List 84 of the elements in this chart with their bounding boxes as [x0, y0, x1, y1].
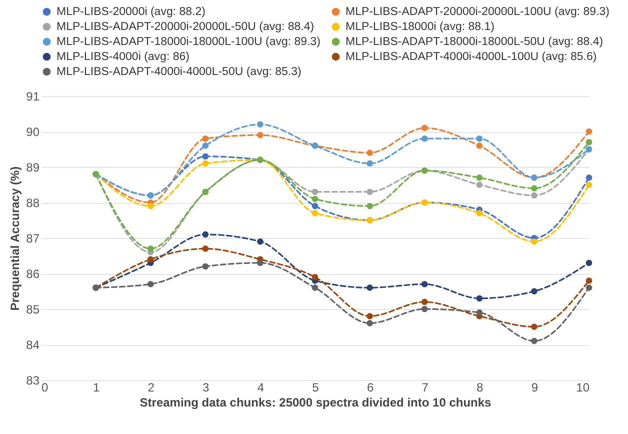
y-tick-label: 89 [26, 160, 40, 174]
point [586, 277, 592, 284]
point [366, 320, 373, 326]
point [586, 128, 592, 135]
point [586, 284, 592, 291]
point [147, 202, 154, 210]
point [586, 174, 592, 181]
legend-label: MLP-LIBS-4000i (avg: 86) [56, 50, 190, 63]
point [421, 124, 428, 132]
point [312, 284, 318, 291]
x-tick-label: 9 [531, 380, 538, 394]
y-tick-label: 88 [26, 196, 40, 210]
point [476, 174, 483, 181]
legend-label: MLP-LIBS-ADAPT-18000i-18000L-100U (avg: 89.3) [56, 36, 321, 48]
point [366, 160, 373, 167]
point [366, 284, 373, 291]
x-tick-label: 2 [148, 380, 155, 394]
x-tick-label: 10 [576, 380, 590, 394]
point [202, 245, 209, 252]
point [366, 188, 373, 196]
y-tick-label: 84 [26, 338, 40, 352]
point [366, 312, 373, 320]
point [202, 153, 209, 160]
x-axis-title: Streaming data chunks: 25000 spectra divided into 10 chunks [140, 396, 492, 410]
point [476, 142, 483, 149]
point [476, 182, 483, 188]
point [257, 121, 264, 128]
point [257, 260, 264, 266]
x-tick-label: 0 [42, 380, 48, 394]
legend-label: MLP-LIBS-ADAPT-4000i-4000L-100U (avg: 85.6) [346, 50, 597, 63]
legend-label: MLP-LIBS-20000i (avg: 88.2) [56, 6, 206, 18]
y-tick-label: 87 [26, 232, 40, 246]
y-tick-label: 83 [26, 374, 40, 388]
point [366, 202, 373, 210]
point [531, 324, 538, 330]
point [531, 238, 538, 245]
point [586, 182, 592, 188]
point [421, 298, 428, 306]
point [312, 188, 318, 196]
x-tick-label: 6 [366, 380, 374, 394]
legend-label: MLP-LIBS-ADAPT-20000i-20000L-100U (avg: 89.3) [346, 6, 610, 18]
x-tick-label: 5 [312, 380, 320, 394]
legend-label: MLP-LIBS-ADAPT-20000i-20000L-50U (avg: 88.4) [56, 20, 314, 33]
point [476, 210, 483, 216]
x-tick-label: 7 [422, 380, 429, 394]
point [421, 306, 428, 312]
point [586, 260, 592, 266]
y-tick-label: 90 [26, 125, 40, 139]
point [421, 135, 428, 142]
point [312, 274, 318, 280]
point [202, 142, 209, 149]
point [202, 263, 209, 270]
point [202, 135, 209, 142]
point [257, 132, 264, 138]
point [586, 138, 592, 146]
point [147, 245, 154, 252]
point [421, 280, 428, 288]
y-tick-label: 85 [26, 302, 40, 316]
point [202, 160, 209, 167]
point [147, 256, 154, 262]
point [476, 135, 483, 142]
point [312, 210, 318, 216]
legend-label: MLP-LIBS-ADAPT-4000i-4000L-50U (avg: 85.3) [56, 66, 302, 78]
x-tick-label: 8 [476, 380, 484, 394]
point [476, 295, 483, 302]
y-axis-title: Prequential Accuracy (%) [8, 166, 22, 311]
x-tick-label: 1 [92, 380, 100, 394]
point [531, 185, 538, 192]
point [476, 309, 483, 316]
x-tick-label: 3 [202, 380, 210, 394]
point [147, 280, 154, 288]
point [531, 288, 538, 294]
point [312, 202, 318, 210]
x-tick-label: 4 [257, 380, 264, 394]
point [202, 231, 209, 238]
y-tick-label: 91 [26, 90, 40, 104]
point [257, 238, 264, 245]
legend-label: MLP-LIBS-ADAPT-18000i-18000L-50U (avg: 88.4) [346, 36, 604, 48]
point [531, 192, 538, 199]
point [531, 338, 538, 344]
y-tick-label: 86 [26, 267, 40, 281]
point [312, 196, 318, 202]
point [366, 150, 373, 156]
legend-label: MLP-LIBS-18000i (avg: 88.1) [346, 20, 495, 33]
